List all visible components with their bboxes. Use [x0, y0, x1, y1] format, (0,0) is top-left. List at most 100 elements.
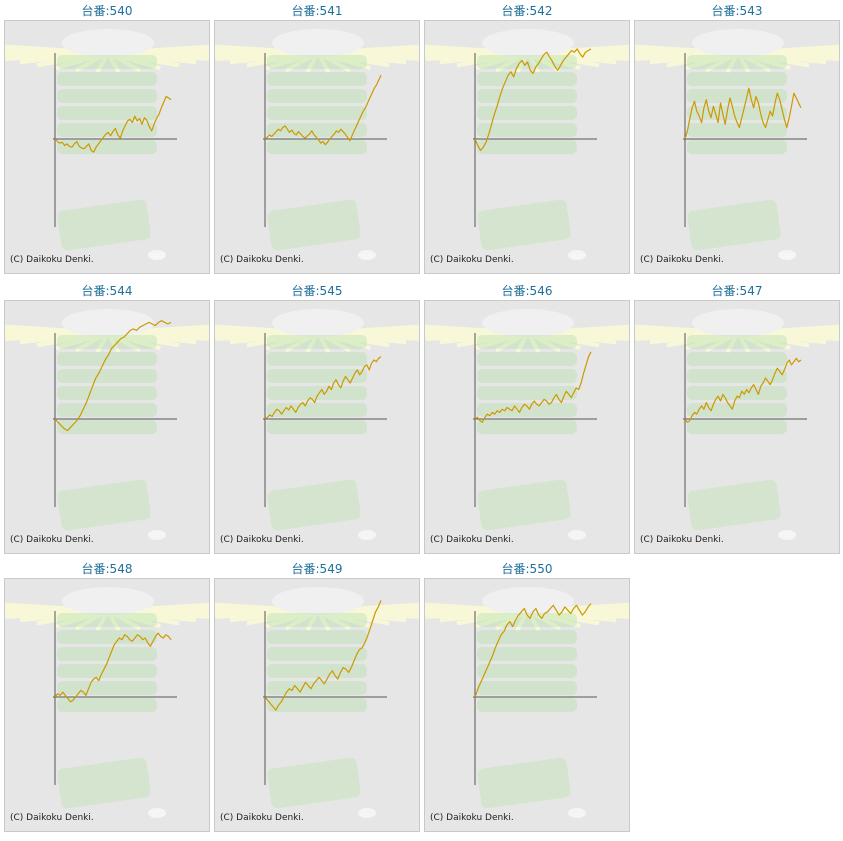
tray-shape: [477, 681, 577, 695]
background-art: [215, 29, 419, 260]
copyright-text: (C) Daikoku Denki.: [430, 813, 514, 823]
background-art: [635, 29, 839, 260]
data-line: [264, 600, 382, 711]
chart-panel[interactable]: (C) Daikoku Denki.: [424, 20, 630, 274]
machine-number-label[interactable]: 台番:547: [711, 284, 763, 298]
tray-shape: [57, 352, 157, 366]
chart-panel[interactable]: (C) Daikoku Denki.: [4, 300, 210, 554]
machine-number-label[interactable]: 台番:545: [291, 284, 343, 298]
chart-panel[interactable]: (C) Daikoku Denki.: [4, 20, 210, 274]
tray-shape: [267, 403, 367, 417]
tray-base-shape: [57, 199, 151, 251]
tray-shape: [267, 664, 367, 678]
tray-shape: [477, 352, 577, 366]
tray-shape: [57, 369, 157, 383]
coin-pile-shape: [272, 29, 364, 57]
machine-number-label[interactable]: 台番:540: [81, 4, 133, 18]
tray-shape: [57, 72, 157, 86]
coin-pile-shape: [482, 587, 574, 615]
tray-shape: [687, 140, 787, 154]
tray-base-shape: [57, 757, 151, 809]
machine-number-label[interactable]: 台番:544: [81, 284, 133, 298]
tray-shape: [477, 72, 577, 86]
chart-svg: [5, 309, 209, 540]
tray-base-shape: [267, 199, 361, 251]
tray-shape: [477, 89, 577, 103]
tray-base-shape: [267, 479, 361, 531]
machine-number-label[interactable]: 台番:541: [291, 4, 343, 18]
copyright-text: (C) Daikoku Denki.: [220, 813, 304, 823]
tray-base-shape: [477, 479, 571, 531]
coin-shape: [358, 808, 376, 818]
copyright-text: (C) Daikoku Denki.: [640, 535, 724, 545]
machine-chart: 台番:548 (C) Daikoku Denki.: [4, 558, 210, 832]
machine-chart: 台番:543 (C) Daikoku Denki.: [634, 0, 840, 274]
tray-shape: [57, 55, 157, 69]
tray-shape: [687, 55, 787, 69]
tray-shape: [477, 630, 577, 644]
copyright-text: (C) Daikoku Denki.: [430, 255, 514, 265]
chart-svg: [5, 587, 209, 818]
chart-svg: [425, 309, 629, 540]
coin-shape: [778, 530, 796, 540]
tray-shape: [57, 681, 157, 695]
tray-shape: [267, 89, 367, 103]
chart-panel[interactable]: (C) Daikoku Denki.: [424, 300, 630, 554]
data-line: [684, 357, 802, 423]
machine-number-label[interactable]: 台番:548: [81, 562, 133, 576]
tray-shape: [477, 106, 577, 120]
background-art: [425, 29, 629, 260]
coin-pile-shape: [692, 29, 784, 57]
coin-pile-shape: [482, 309, 574, 337]
machine-chart: 台番:545 (C) Daikoku Denki.: [214, 280, 420, 554]
tray-shape: [267, 106, 367, 120]
machine-number-label[interactable]: 台番:543: [711, 4, 763, 18]
background-art: [5, 587, 209, 818]
tray-shape: [267, 123, 367, 137]
machine-number-label[interactable]: 台番:546: [501, 284, 553, 298]
coin-shape: [568, 250, 586, 260]
tray-shape: [267, 386, 367, 400]
tray-shape: [477, 613, 577, 627]
tray-shape: [267, 55, 367, 69]
tray-shape: [267, 335, 367, 349]
machine-number-label[interactable]: 台番:550: [501, 562, 553, 576]
tray-shape: [267, 630, 367, 644]
machine-number-label[interactable]: 台番:542: [501, 4, 553, 18]
chart-svg: [215, 309, 419, 540]
coin-shape: [358, 250, 376, 260]
tray-shape: [57, 386, 157, 400]
machine-chart: 台番:540 (C) Daikoku Denki.: [4, 0, 210, 274]
coin-pile-shape: [62, 309, 154, 337]
tray-shape: [267, 369, 367, 383]
chart-panel[interactable]: (C) Daikoku Denki.: [424, 578, 630, 832]
machine-number-label[interactable]: 台番:549: [291, 562, 343, 576]
background-art: [425, 587, 629, 818]
chart-panel[interactable]: (C) Daikoku Denki.: [634, 300, 840, 554]
chart-panel[interactable]: (C) Daikoku Denki.: [4, 578, 210, 832]
tray-shape: [477, 403, 577, 417]
tray-shape: [57, 140, 157, 154]
background-art: [215, 309, 419, 540]
tray-shape: [57, 613, 157, 627]
machine-chart: 台番:550 (C) Daikoku Denki.: [424, 558, 630, 832]
tray-shape: [477, 369, 577, 383]
tray-shape: [687, 403, 787, 417]
chart-panel[interactable]: (C) Daikoku Denki.: [634, 20, 840, 274]
tray-base-shape: [477, 199, 571, 251]
chart-panel[interactable]: (C) Daikoku Denki.: [214, 578, 420, 832]
chart-panel[interactable]: (C) Daikoku Denki.: [214, 20, 420, 274]
coin-pile-shape: [62, 587, 154, 615]
coin-pile-shape: [482, 29, 574, 57]
tray-shape: [57, 664, 157, 678]
chart-panel[interactable]: (C) Daikoku Denki.: [214, 300, 420, 554]
tray-shape: [267, 420, 367, 434]
copyright-text: (C) Daikoku Denki.: [220, 255, 304, 265]
tray-shape: [687, 335, 787, 349]
chart-svg: [425, 587, 629, 818]
chart-svg: [215, 29, 419, 260]
tray-shape: [57, 420, 157, 434]
tray-shape: [687, 386, 787, 400]
tray-shape: [687, 123, 787, 137]
tray-shape: [267, 613, 367, 627]
